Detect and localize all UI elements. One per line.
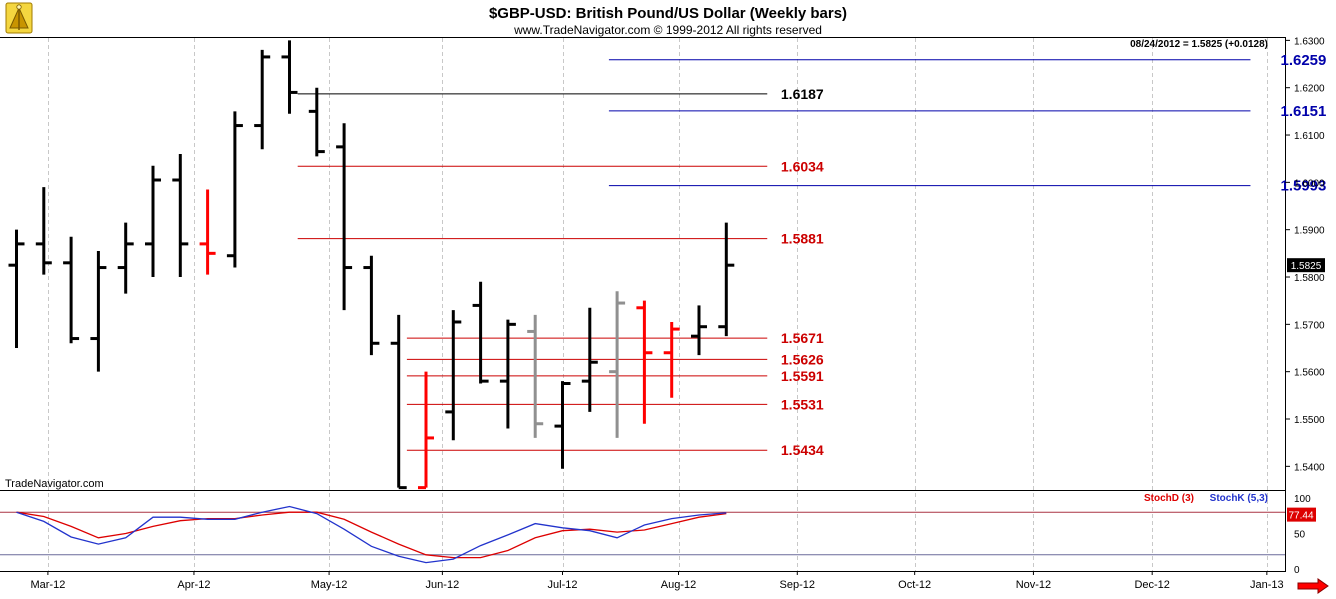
price-axis: 1.5400 1.5500 1.5600 1.5700 1.5800 1.5900 1.60… [1285, 36, 1325, 473]
ohlc-bar [418, 371, 434, 490]
time-axis-tick-label: Nov-12 [1016, 579, 1051, 591]
chart-title: $GBP-USD: British Pound/US Dollar (Weekl… [489, 5, 847, 22]
grid [48, 38, 1268, 571]
chart-frame [0, 37, 1286, 572]
ohlc-bar [90, 250, 107, 372]
ohlc-bar [663, 321, 680, 398]
stochastic-value-tag [1287, 507, 1316, 522]
ohlc-bar [199, 189, 216, 275]
time-axis-tick-label: Apr-12 [177, 579, 210, 591]
level-label: 1.5531 [781, 396, 824, 412]
price-axis-tick-label: 1.5900 [1294, 226, 1325, 237]
time-axis-tick-label: Dec-12 [1134, 579, 1169, 591]
time-axis-tick-label: Mar-12 [30, 579, 65, 591]
price-axis-tick-label: 1.6000 [1294, 178, 1325, 189]
ohlc-bar [691, 305, 707, 356]
ohlc-bar [609, 291, 626, 438]
stochastic-legend-entry: StochD (3) [1144, 493, 1194, 504]
trade-navigator-logo-icon [5, 2, 33, 34]
price-axis-tick-label: 1.6100 [1294, 131, 1325, 142]
stochastic-legend-entry: StochK (5,3) [1210, 493, 1268, 504]
price-axis-tick-label: 1.5500 [1294, 415, 1325, 426]
level-label: 1.5993 [1280, 178, 1326, 195]
stochastic-axis-tick-label: 0 [1294, 565, 1300, 576]
price-axis-tick-label: 1.6200 [1294, 84, 1325, 95]
price-axis-tick-label: 1.5400 [1294, 462, 1325, 473]
time-axis-tick-label: Oct-12 [898, 579, 931, 591]
ohlc-bar [63, 236, 80, 344]
last-price-tag-label: 1.5825 [1291, 261, 1322, 272]
time-axis-tick-label: Jul-12 [548, 579, 578, 591]
ohlc-bar [445, 310, 462, 441]
ohlc-bar [336, 123, 353, 311]
level-label: 1.5671 [781, 330, 824, 346]
level-label: 1.6259 [1280, 52, 1326, 69]
ohlc-bar [390, 314, 407, 490]
price-axis-tick-label: 1.5800 [1294, 273, 1325, 284]
last-price-tag [1287, 258, 1325, 273]
level-label: 1.6034 [781, 158, 824, 174]
ohlc-bar [35, 187, 52, 275]
ohlc-bar [308, 87, 325, 157]
time-axis-tick-label: Jan-13 [1250, 579, 1284, 591]
stochastic-series-line [16, 511, 727, 559]
ohlc-bar [172, 153, 189, 278]
ohlc-bar [581, 307, 598, 412]
ohlc-bar [145, 165, 161, 278]
level-label: 1.5626 [781, 351, 824, 367]
levels-layer: 1.6259 1.6187 1.6151 1.6034 1.5993 1.5881 1.56… [297, 52, 1326, 458]
level-label: 1.5881 [781, 231, 824, 247]
stochastic-series-line [16, 505, 727, 564]
price-bars-layer [8, 40, 735, 490]
ohlc-bar [254, 49, 271, 150]
ohlc-bar [117, 222, 134, 294]
ohlc-bar [472, 281, 489, 384]
time-axis-tick-label: Sep-12 [780, 579, 815, 591]
stochastic-panel: 0 50 100 StochD (3) StochK (5,3) 77.44 [0, 493, 1316, 576]
ohlc-bar [554, 381, 571, 469]
ohlc-bar [718, 222, 735, 337]
price-axis-tick-label: 1.6300 [1294, 36, 1325, 47]
ohlc-bar [636, 300, 653, 424]
level-label: 1.5591 [781, 368, 824, 384]
price-axis-tick-label: 1.5600 [1294, 368, 1325, 379]
time-axis: Mar-12 Apr-12 May-12 Jun-12 Jul-12 Aug-12 Sep-… [30, 571, 1284, 591]
stochastic-axis-tick-label: 100 [1294, 494, 1311, 505]
stochastic-value-tag-label: 77.44 [1288, 511, 1313, 522]
time-axis-tick-label: May-12 [311, 579, 348, 591]
level-label: 1.5434 [781, 442, 824, 458]
time-axis-tick-label: Aug-12 [661, 579, 696, 591]
level-label: 1.6151 [1280, 103, 1326, 120]
last-quote-readout: 08/24/2012 = 1.5825 (+0.0128) [1130, 39, 1268, 50]
watermark-label: TradeNavigator.com [5, 478, 104, 490]
time-axis-tick-label: Jun-12 [426, 579, 460, 591]
stochastic-axis-tick-label: 50 [1294, 530, 1306, 541]
ohlc-bar [527, 314, 544, 438]
ohlc-bar [8, 229, 25, 349]
scroll-right-arrow-icon[interactable] [1297, 578, 1329, 594]
ohlc-bar [499, 319, 516, 429]
copyright-notice: www.TradeNavigator.com © 1999-2012 All r… [513, 23, 822, 37]
ohlc-bar [281, 40, 298, 114]
ohlc-bar [363, 255, 380, 356]
level-label: 1.6187 [781, 86, 824, 102]
price-axis-tick-label: 1.5700 [1294, 320, 1325, 331]
ohlc-bar [226, 111, 243, 268]
